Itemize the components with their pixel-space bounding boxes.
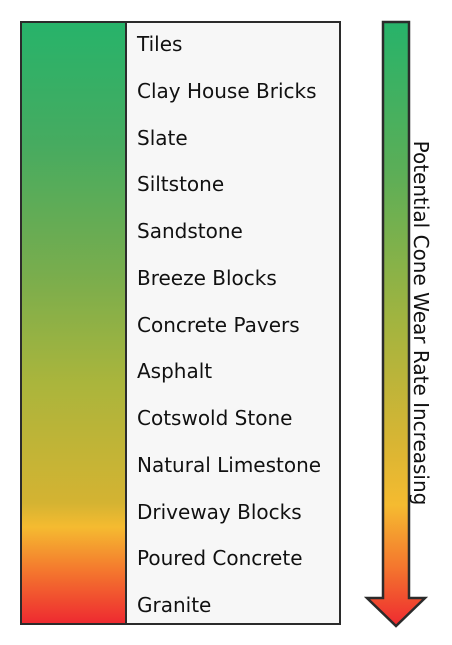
wear-gradient-bar bbox=[22, 23, 127, 623]
material-poured-concrete: Poured Concrete bbox=[137, 546, 303, 571]
material-slate: Slate bbox=[137, 125, 188, 150]
material-driveway-blocks: Driveway Blocks bbox=[137, 499, 302, 524]
material-granite: Granite bbox=[137, 593, 212, 617]
down-arrow-icon bbox=[364, 20, 429, 628]
material-tiles: Tiles bbox=[137, 32, 183, 56]
materials-table: Tiles Clay House Bricks Slate Siltstone … bbox=[20, 21, 341, 625]
materials-list: Tiles Clay House Bricks Slate Siltstone … bbox=[129, 23, 339, 623]
material-natural-limestone: Natural Limestone bbox=[137, 452, 322, 477]
material-concrete-pavers: Concrete Pavers bbox=[137, 312, 300, 337]
material-sandstone: Sandstone bbox=[137, 219, 243, 243]
material-asphalt: Asphalt bbox=[137, 359, 213, 384]
material-siltstone: Siltstone bbox=[137, 172, 225, 197]
material-breeze-blocks: Breeze Blocks bbox=[137, 265, 277, 290]
material-clay-house-bricks: Clay House Bricks bbox=[137, 78, 317, 103]
material-cotswold-stone: Cotswold Stone bbox=[137, 406, 293, 430]
arrow-label: Potential Cone Wear Rate Increasing bbox=[409, 140, 433, 506]
